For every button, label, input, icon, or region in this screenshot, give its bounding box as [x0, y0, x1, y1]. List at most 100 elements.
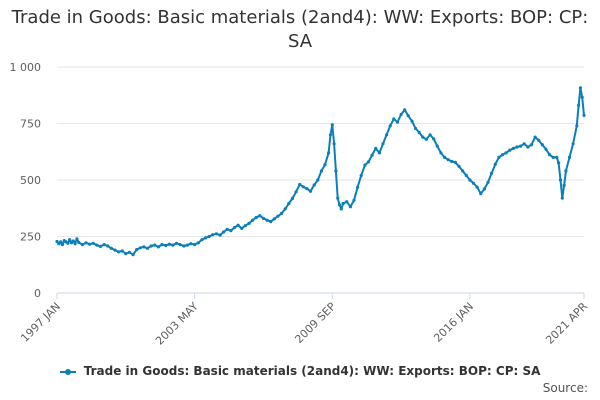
data-point[interactable]: [167, 242, 171, 246]
data-point[interactable]: [182, 244, 186, 248]
data-point[interactable]: [356, 185, 360, 189]
data-point[interactable]: [316, 178, 320, 182]
data-point[interactable]: [537, 138, 541, 142]
data-point[interactable]: [73, 242, 77, 246]
data-point[interactable]: [435, 144, 439, 148]
data-point[interactable]: [178, 243, 182, 247]
data-point[interactable]: [272, 217, 276, 221]
data-point[interactable]: [75, 237, 79, 241]
data-point[interactable]: [421, 135, 425, 139]
data-point[interactable]: [174, 241, 179, 245]
data-point[interactable]: [388, 124, 392, 128]
data-point[interactable]: [84, 241, 88, 245]
data-point[interactable]: [453, 160, 457, 164]
data-point[interactable]: [160, 243, 164, 247]
data-point[interactable]: [526, 145, 530, 149]
data-point[interactable]: [327, 151, 331, 155]
data-point[interactable]: [428, 133, 432, 137]
data-point[interactable]: [214, 232, 218, 236]
data-point[interactable]: [243, 224, 247, 228]
data-point[interactable]: [417, 130, 421, 135]
data-point[interactable]: [500, 153, 505, 157]
data-point[interactable]: [471, 181, 476, 185]
data-point[interactable]: [269, 220, 273, 224]
data-point[interactable]: [479, 192, 483, 196]
data-point[interactable]: [138, 246, 142, 250]
data-point[interactable]: [410, 119, 414, 123]
data-point[interactable]: [468, 178, 472, 182]
data-point[interactable]: [403, 108, 407, 112]
data-point[interactable]: [363, 163, 367, 167]
data-point[interactable]: [109, 246, 113, 250]
data-point[interactable]: [475, 185, 479, 189]
data-point[interactable]: [558, 178, 563, 182]
data-point[interactable]: [508, 148, 512, 152]
data-point[interactable]: [582, 113, 586, 117]
data-point[interactable]: [312, 183, 316, 187]
data-point[interactable]: [265, 218, 269, 222]
data-point[interactable]: [571, 142, 575, 146]
data-point[interactable]: [80, 243, 84, 247]
data-point[interactable]: [135, 248, 139, 252]
data-point[interactable]: [185, 243, 189, 247]
data-point[interactable]: [131, 253, 135, 257]
data-point[interactable]: [575, 124, 579, 128]
data-point[interactable]: [290, 196, 294, 201]
data-point[interactable]: [319, 169, 323, 173]
data-point[interactable]: [567, 155, 572, 159]
data-point[interactable]: [359, 173, 363, 178]
data-point[interactable]: [540, 143, 544, 147]
data-point[interactable]: [171, 243, 175, 247]
data-point[interactable]: [145, 246, 150, 250]
data-point[interactable]: [236, 223, 240, 227]
data-point[interactable]: [200, 238, 204, 242]
data-point[interactable]: [336, 196, 340, 200]
data-point[interactable]: [117, 250, 121, 254]
data-point[interactable]: [124, 252, 128, 256]
data-point[interactable]: [120, 249, 124, 253]
data-point[interactable]: [330, 123, 334, 127]
data-point[interactable]: [127, 250, 131, 254]
data-point[interactable]: [443, 155, 447, 159]
data-point[interactable]: [519, 144, 523, 148]
data-point[interactable]: [374, 146, 378, 150]
data-point[interactable]: [280, 211, 284, 215]
data-point[interactable]: [225, 227, 229, 231]
data-point[interactable]: [504, 151, 508, 155]
data-point[interactable]: [377, 151, 381, 155]
data-point[interactable]: [406, 114, 410, 118]
data-point[interactable]: [578, 86, 583, 90]
data-point[interactable]: [385, 133, 389, 137]
data-point[interactable]: [493, 162, 497, 166]
data-point[interactable]: [211, 233, 215, 237]
data-point[interactable]: [193, 243, 197, 247]
data-point[interactable]: [308, 189, 313, 193]
data-point[interactable]: [298, 182, 302, 187]
data-point[interactable]: [446, 158, 450, 162]
data-point[interactable]: [557, 161, 561, 165]
data-point[interactable]: [254, 215, 258, 220]
data-point[interactable]: [332, 142, 336, 146]
data-point[interactable]: [424, 137, 428, 141]
data-point[interactable]: [68, 238, 72, 242]
data-point[interactable]: [515, 145, 519, 149]
data-point[interactable]: [352, 198, 356, 202]
data-point[interactable]: [432, 137, 436, 141]
data-point[interactable]: [207, 234, 211, 239]
data-point[interactable]: [164, 243, 168, 248]
data-point[interactable]: [323, 163, 327, 167]
data-point[interactable]: [305, 187, 309, 191]
data-point[interactable]: [283, 207, 287, 211]
data-point[interactable]: [301, 185, 305, 189]
data-point[interactable]: [457, 164, 461, 168]
data-point[interactable]: [258, 214, 262, 218]
data-point[interactable]: [98, 244, 103, 248]
data-point[interactable]: [490, 171, 494, 175]
data-point[interactable]: [577, 103, 581, 107]
data-point[interactable]: [71, 239, 75, 243]
data-point[interactable]: [88, 242, 92, 246]
data-point[interactable]: [156, 245, 160, 249]
data-point[interactable]: [232, 225, 237, 230]
data-point[interactable]: [149, 244, 153, 248]
data-point[interactable]: [450, 159, 454, 164]
